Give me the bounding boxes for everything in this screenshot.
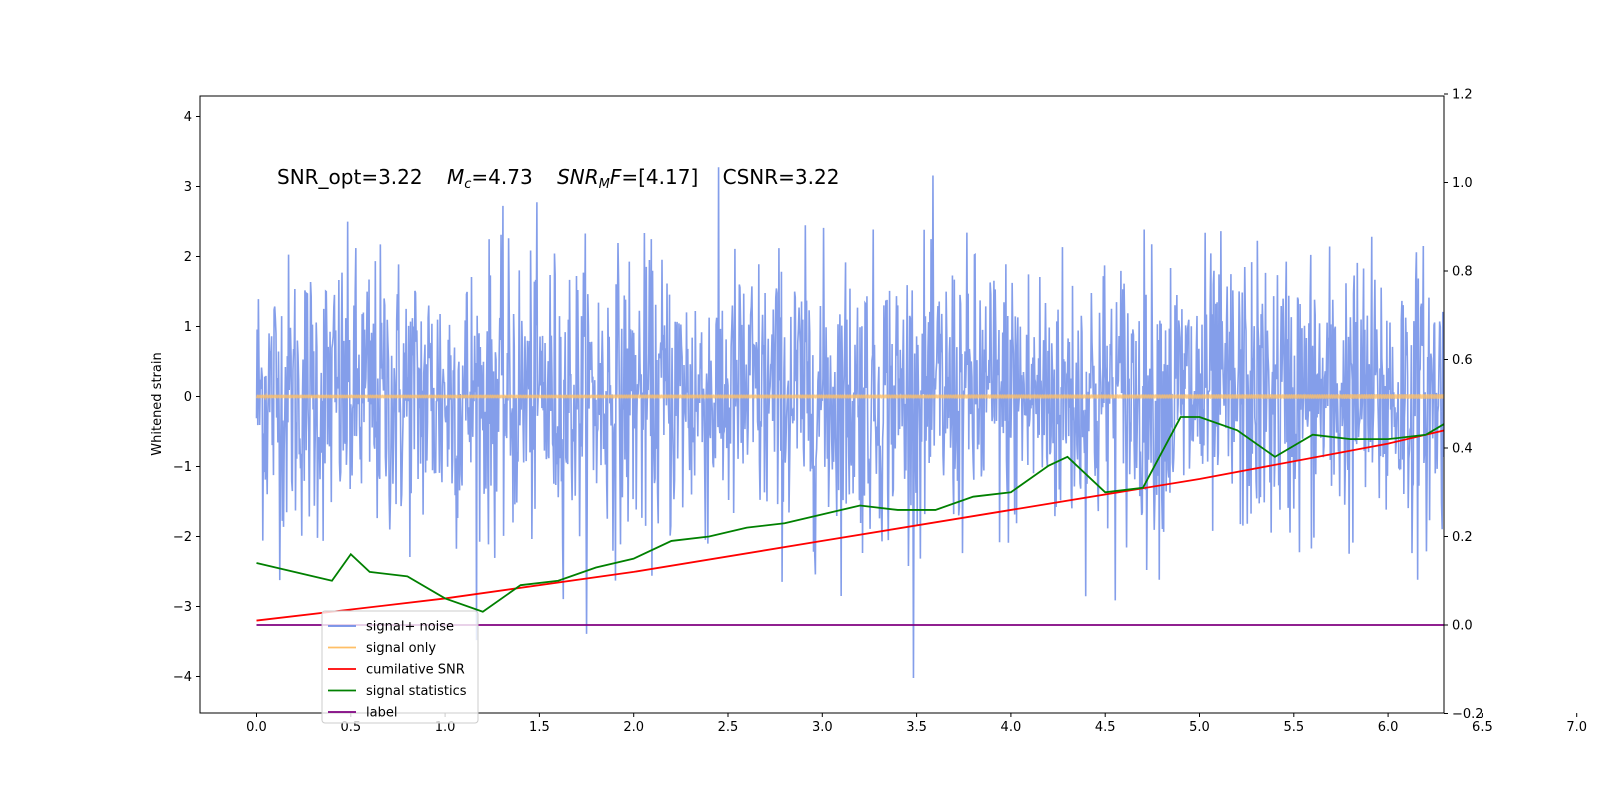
- x-tick-label: 0.5: [340, 720, 361, 735]
- x-tick-label: 1.5: [529, 720, 550, 735]
- y-tick-label: −4: [173, 670, 192, 685]
- y-tick-label: −3: [173, 600, 192, 615]
- y2-tick-label: 0.6: [1452, 353, 1473, 368]
- x-tick-label: 3.5: [906, 720, 927, 735]
- x-tick-label: 3.0: [812, 720, 833, 735]
- y2-tick-label: 1.2: [1452, 88, 1473, 103]
- y-tick-label: −1: [173, 460, 192, 475]
- x-tick-label: 4.5: [1095, 720, 1116, 735]
- annotation-mc-value: =4.73: [471, 165, 532, 189]
- legend-label: cumilative SNR: [366, 663, 465, 678]
- y-tick-label: 0: [184, 390, 192, 405]
- y-tick-label: −2: [173, 530, 192, 545]
- legend: signal+ noise signal only cumilative SNR si…: [321, 610, 479, 724]
- x-tick-label: 6.0: [1378, 720, 1399, 735]
- y2-tick-label: 0.4: [1452, 442, 1473, 457]
- x-tick-label: 5.5: [1283, 720, 1304, 735]
- x-tick-label: 1.0: [435, 720, 456, 735]
- series-cumulative-snr: [256, 429, 1444, 622]
- x-tick-label: 4.0: [1001, 720, 1022, 735]
- annotation-snr-opt: SNR_opt=3.22: [277, 165, 423, 189]
- y-tick-label: 2: [184, 250, 192, 265]
- legend-label: signal+ noise: [366, 620, 454, 635]
- x-tick-label: 2.5: [718, 720, 739, 735]
- y2-tick-label: 1.0: [1452, 176, 1473, 191]
- x-tick-label: 7.0: [1566, 720, 1587, 735]
- y2-tick-label: 0.2: [1452, 530, 1473, 545]
- annotation-mc-symbol: M: [447, 165, 464, 189]
- series-signal-statistics: [256, 416, 1444, 613]
- y-tick-label: 1: [184, 320, 192, 335]
- plot-area: [255, 167, 1444, 679]
- x-tick-label: 5.0: [1189, 720, 1210, 735]
- y-tick-label: 4: [184, 110, 192, 125]
- legend-label: signal statistics: [366, 684, 467, 699]
- y-tick-label: 3: [184, 180, 192, 195]
- y-axis-label: Whitened strain: [150, 352, 165, 455]
- y2-tick-label: −0.2: [1452, 707, 1484, 722]
- series-signal-noise: [255, 167, 1444, 679]
- annotation-mc-subscript: c: [464, 177, 471, 192]
- x-tick-label: 2.0: [623, 720, 644, 735]
- axis-ticks: 0.0 0.5 1.0 1.5 2.0 2.5 3.0 3.5 4.0 4.5 5.0 5.5 6.0 6…: [173, 88, 1587, 736]
- annotation-snrmf-value: =[4.17]: [621, 165, 698, 189]
- annotation-csnr: CSNR=3.22: [723, 165, 840, 189]
- series-signal-only: [255, 392, 1444, 401]
- annotation-snrmf-subscript: M: [599, 177, 610, 192]
- annotation-snrmf-f: F: [610, 165, 622, 189]
- legend-label: label: [366, 706, 397, 721]
- x-tick-label: 0.0: [246, 720, 267, 735]
- legend-box: [321, 610, 479, 724]
- chart-annotation: SNR_opt=3.22 Mc=4.73 SNRMF=[4.17] CSNR=3…: [277, 165, 839, 192]
- annotation-snrmf-symbol: SNR: [557, 165, 599, 189]
- y2-tick-label: 0.8: [1452, 265, 1473, 280]
- x-tick-label: 6.5: [1472, 720, 1493, 735]
- legend-label: signal only: [366, 641, 436, 656]
- y2-tick-label: 0.0: [1452, 619, 1473, 634]
